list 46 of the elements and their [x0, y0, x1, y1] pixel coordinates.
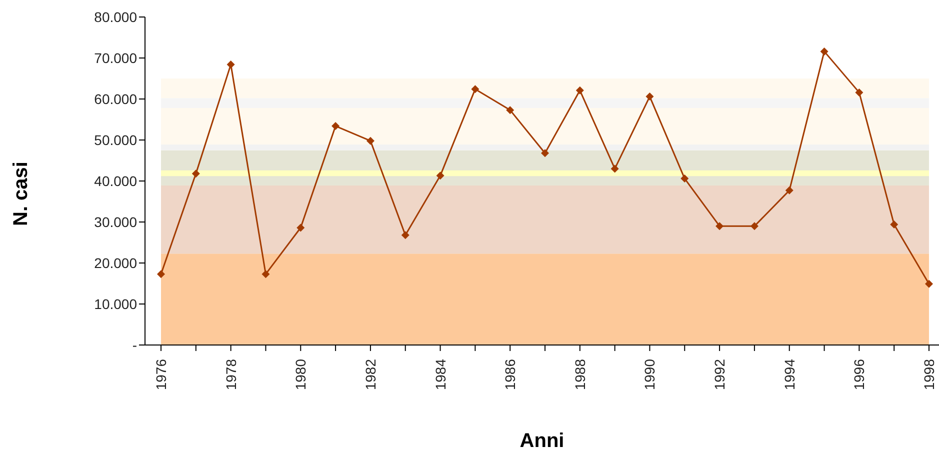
x-tick-label: 1998: [921, 358, 937, 390]
point: [820, 47, 828, 56]
point: [646, 92, 654, 101]
point: [506, 106, 514, 114]
x-tick-label: 1992: [712, 358, 728, 390]
x-tick-label: 1994: [781, 358, 798, 390]
y-tick-label: 10.000: [94, 296, 138, 312]
point: [680, 174, 689, 183]
x-axis-title: Anni: [520, 430, 564, 452]
y-tick-label: 20.000: [94, 254, 138, 271]
y-tick-label: 40.000: [94, 172, 138, 189]
point: [226, 60, 235, 69]
x-tick-label: 1976: [153, 358, 169, 390]
point: [785, 186, 794, 194]
x-tick-label: 1984: [432, 358, 448, 390]
point: [436, 172, 444, 180]
point: [296, 224, 305, 232]
x-tick-label: 1988: [572, 358, 588, 390]
y-tick-label: 50.000: [94, 132, 138, 148]
point: [471, 85, 480, 94]
x-tick-label: 1986: [502, 358, 518, 390]
y-tick-label: 60.000: [94, 90, 138, 107]
x-tick-label: 1978: [222, 358, 239, 390]
point: [716, 222, 724, 230]
point: [855, 88, 864, 96]
point: [332, 122, 340, 130]
point: [192, 170, 200, 178]
point: [401, 231, 410, 240]
y-tick-label: -: [132, 336, 138, 353]
point: [925, 280, 933, 288]
y-tick-label: 70.000: [94, 50, 138, 66]
x-tick-label: 1990: [642, 358, 658, 390]
point: [576, 86, 584, 94]
point: [610, 164, 619, 173]
x-tick-label: 1982: [362, 358, 378, 390]
x-tick-label: 1980: [292, 358, 309, 390]
y-axis-title: N. casi: [10, 162, 32, 226]
point: [262, 270, 270, 278]
point: [890, 220, 898, 228]
point: [541, 149, 549, 158]
point: [366, 136, 374, 145]
y-tick-label: 30.000: [94, 214, 138, 230]
y-tick-label: 80.000: [94, 8, 138, 25]
point: [157, 270, 165, 278]
point: [750, 222, 758, 230]
x-tick-label: 1996: [851, 358, 868, 390]
